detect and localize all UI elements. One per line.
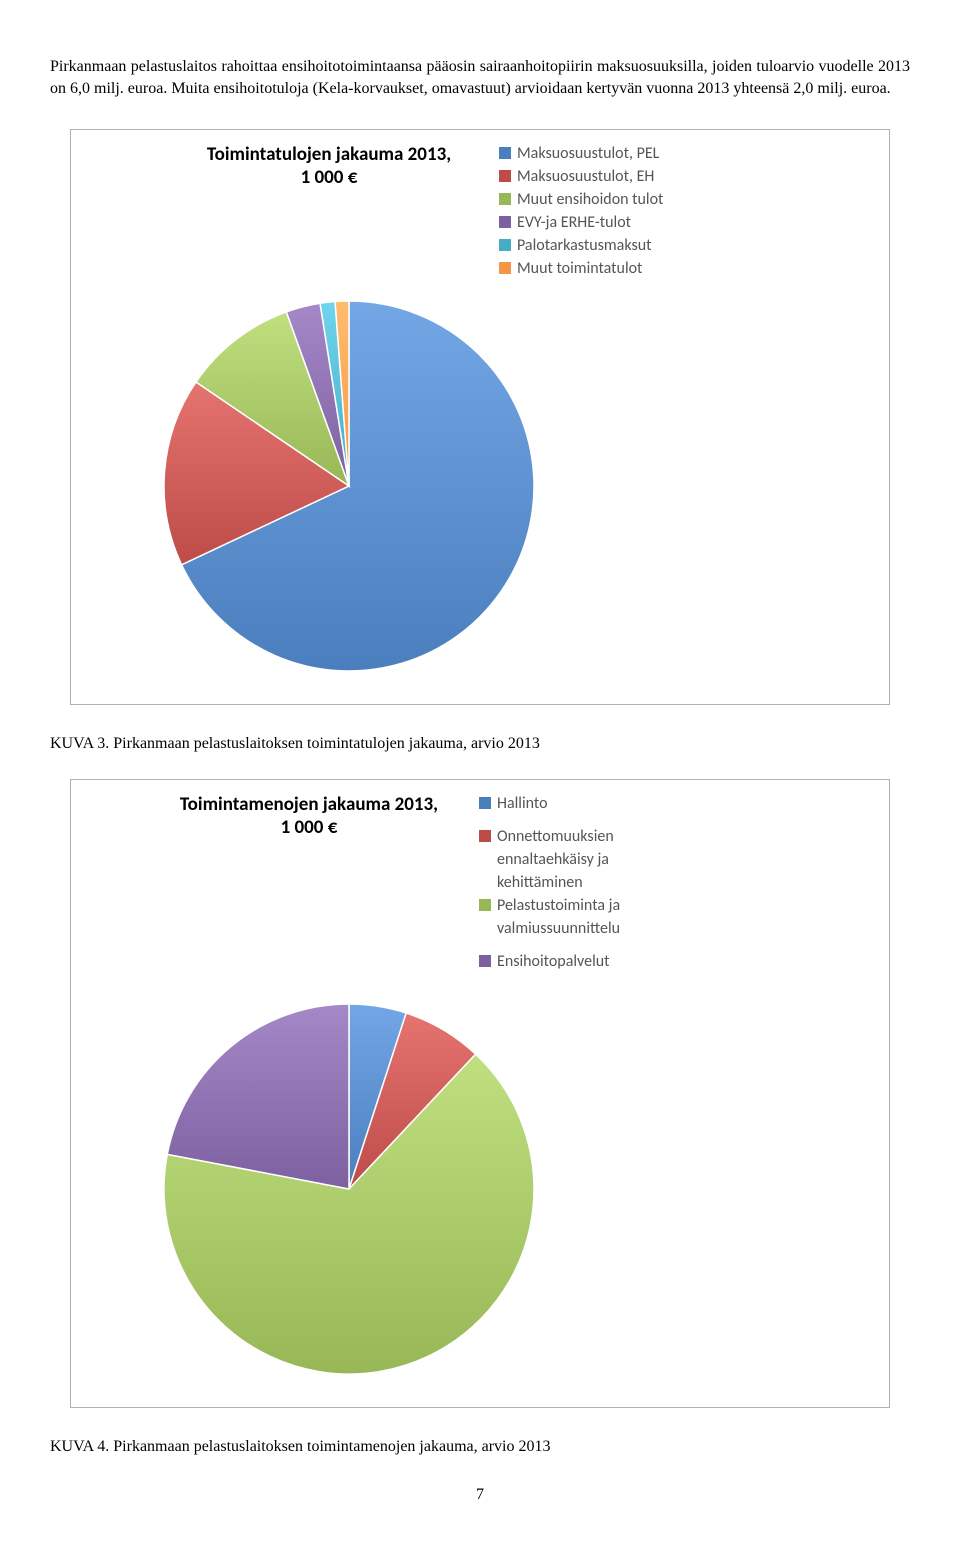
legend-group: Hallinto <box>479 794 620 813</box>
legend-swatch <box>499 262 511 274</box>
chart-1-title: Toimintatulojen jakauma 2013, 1 000 € <box>179 144 479 190</box>
legend-item: Ensihoitopalvelut <box>479 952 620 971</box>
legend-swatch <box>479 955 491 967</box>
legend-label: Maksuosuustulot, EH <box>517 167 654 186</box>
legend-item: valmiussuunnittelu <box>479 919 620 938</box>
legend-item: Maksuosuustulot, EH <box>499 167 663 186</box>
legend-label: kehittäminen <box>497 873 583 892</box>
legend-label: ennaltaehkäisy ja <box>497 850 609 869</box>
legend-item: ennaltaehkäisy ja <box>479 850 620 869</box>
chart-2-container: Toimintamenojen jakauma 2013, 1 000 € Ha… <box>70 779 890 1408</box>
chart-1-legend: Maksuosuustulot, PEL Maksuosuustulot, EH M… <box>499 144 663 282</box>
legend-item: Palotarkastusmaksut <box>499 236 663 255</box>
legend-group: Onnettomuuksien ennaltaehkäisy ja kehittäm… <box>479 827 620 938</box>
legend-item: Pelastustoiminta ja <box>479 896 620 915</box>
legend-item: Hallinto <box>479 794 620 813</box>
legend-label: EVY-ja ERHE-tulot <box>517 213 631 232</box>
legend-swatch <box>499 147 511 159</box>
legend-swatch <box>479 797 491 809</box>
legend-swatch <box>479 899 491 911</box>
legend-item: Onnettomuuksien <box>479 827 620 846</box>
legend-label: Muut ensihoidon tulot <box>517 190 663 209</box>
chart-1-title-line2: 1 000 € <box>301 166 358 189</box>
page-number: 7 <box>50 1486 910 1504</box>
chart-1-pie <box>89 286 869 686</box>
chart-2-title-line2: 1 000 € <box>281 816 338 839</box>
legend-swatch <box>499 239 511 251</box>
legend-item: Maksuosuustulot, PEL <box>499 144 663 163</box>
chart-2-pie <box>89 989 869 1389</box>
legend-label: Palotarkastusmaksut <box>517 236 651 255</box>
body-paragraph: Pirkanmaan pelastuslaitos rahoittaa ensi… <box>50 56 910 101</box>
legend-swatch <box>499 170 511 182</box>
legend-group: Ensihoitopalvelut <box>479 952 620 971</box>
legend-label: valmiussuunnittelu <box>497 919 620 938</box>
legend-label: Pelastustoiminta ja <box>497 896 620 915</box>
chart-1-title-line1: Toimintatulojen jakauma 2013, <box>207 143 451 166</box>
chart-2-caption: KUVA 4. Pirkanmaan pelastuslaitoksen toi… <box>50 1438 910 1456</box>
chart-1-container: Toimintatulojen jakauma 2013, 1 000 € Ma… <box>70 129 890 705</box>
legend-swatch <box>499 193 511 205</box>
legend-item: Muut toimintatulot <box>499 259 663 278</box>
chart-1-caption: KUVA 3. Pirkanmaan pelastuslaitoksen toi… <box>50 735 910 753</box>
legend-label: Onnettomuuksien <box>497 827 614 846</box>
legend-item: Muut ensihoidon tulot <box>499 190 663 209</box>
legend-label: Muut toimintatulot <box>517 259 642 278</box>
legend-swatch <box>479 830 491 842</box>
legend-label: Hallinto <box>497 794 548 813</box>
legend-item: EVY-ja ERHE-tulot <box>499 213 663 232</box>
legend-swatch <box>499 216 511 228</box>
chart-2-title: Toimintamenojen jakauma 2013, 1 000 € <box>159 794 459 840</box>
chart-2-title-line1: Toimintamenojen jakauma 2013, <box>180 793 438 816</box>
legend-item: kehittäminen <box>479 873 620 892</box>
legend-label: Maksuosuustulot, PEL <box>517 144 659 163</box>
legend-label: Ensihoitopalvelut <box>497 952 610 971</box>
chart-2-legend: Hallinto Onnettomuuksien ennaltaehkäisy ja… <box>479 794 620 985</box>
